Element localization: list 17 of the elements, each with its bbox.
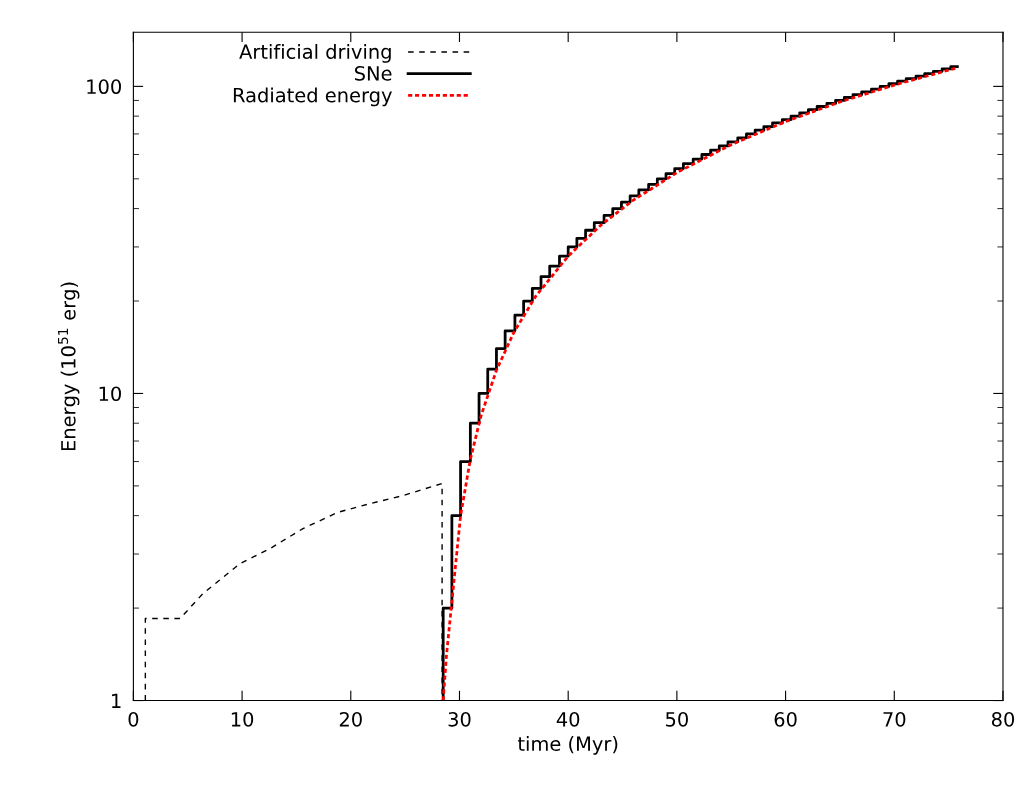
x-tick-label: 0 <box>128 711 139 727</box>
x-tick-label: 80 <box>991 711 1015 727</box>
legend-label: Artificial driving <box>239 43 391 63</box>
legend-label: SNe <box>354 66 392 81</box>
x-tick-label: 40 <box>556 711 580 727</box>
y-tick-label: 1 <box>112 693 121 708</box>
x-axis-title: time (Myr) <box>517 736 618 755</box>
x-tick-label: 60 <box>774 711 797 727</box>
legend-label: Radiated energy <box>233 87 392 107</box>
y-axis-title: Energy (10$^{51}$ erg) <box>58 282 80 451</box>
x-tick-label: 20 <box>339 711 362 727</box>
y-tick-label: 100 <box>87 79 121 95</box>
x-tick-label: 30 <box>448 711 471 727</box>
y-tick-label: 10 <box>99 386 121 402</box>
x-tick-label: 70 <box>883 711 906 727</box>
x-tick-label: 50 <box>666 711 688 727</box>
x-tick-label: 10 <box>231 711 254 727</box>
